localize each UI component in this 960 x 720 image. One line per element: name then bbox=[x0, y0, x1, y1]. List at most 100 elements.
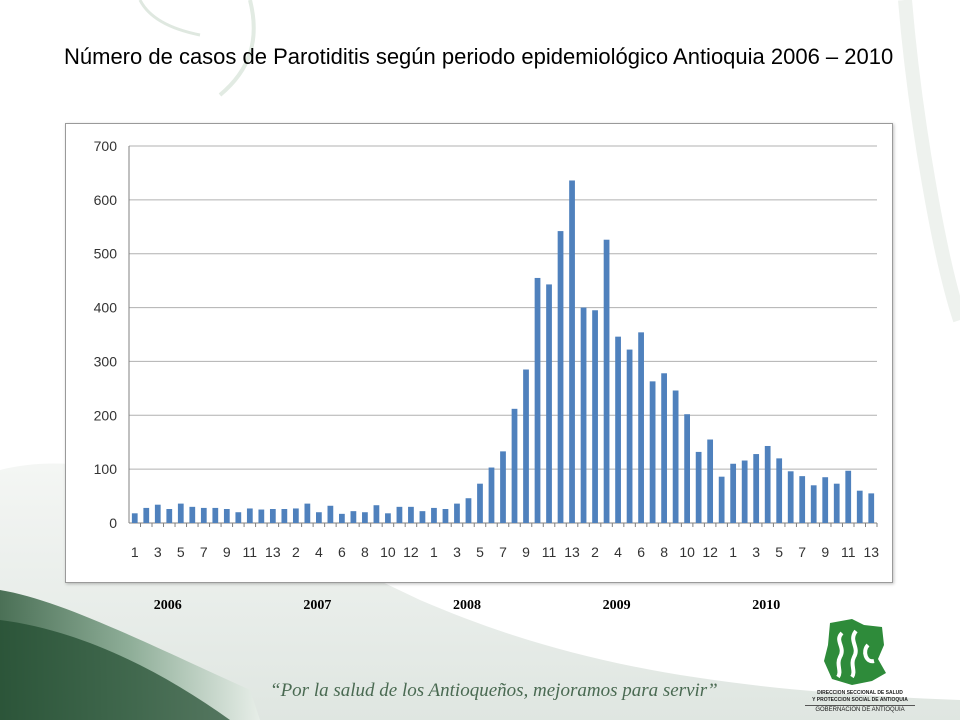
bar bbox=[327, 505, 334, 523]
bar bbox=[741, 460, 748, 523]
bar bbox=[684, 414, 690, 523]
x-tick-label: 4 bbox=[315, 544, 323, 560]
bar bbox=[856, 490, 863, 523]
x-tick-label: 9 bbox=[522, 544, 530, 560]
x-tick-label: 11 bbox=[542, 544, 557, 560]
bar bbox=[350, 511, 357, 523]
x-tick-label: 11 bbox=[841, 544, 856, 560]
bar bbox=[626, 349, 633, 523]
x-tick-label: 13 bbox=[265, 544, 281, 560]
bar bbox=[718, 476, 725, 523]
dssa-logo bbox=[824, 619, 886, 685]
bar bbox=[316, 512, 322, 523]
bar bbox=[764, 445, 771, 523]
bar bbox=[488, 467, 495, 523]
y-tick-label: 0 bbox=[109, 515, 117, 531]
bar bbox=[546, 284, 552, 523]
bar bbox=[523, 369, 529, 523]
x-tick-label: 13 bbox=[564, 544, 580, 560]
bar bbox=[592, 310, 598, 523]
x-tick-label: 6 bbox=[637, 544, 645, 560]
bar bbox=[695, 451, 702, 523]
x-tick-label: 2 bbox=[292, 544, 300, 560]
x-tick-label: 11 bbox=[243, 544, 258, 560]
x-tick-label: 10 bbox=[679, 544, 695, 560]
x-tick-label: 9 bbox=[821, 544, 829, 560]
bar bbox=[615, 336, 621, 523]
x-tick-label: 5 bbox=[775, 544, 783, 560]
bar bbox=[212, 507, 219, 523]
year-label: 2008 bbox=[453, 598, 481, 613]
bar bbox=[580, 307, 587, 523]
bar bbox=[569, 180, 575, 523]
bar bbox=[822, 477, 829, 523]
bar bbox=[810, 485, 817, 523]
y-tick-label: 200 bbox=[94, 407, 118, 423]
x-tick-label: 2 bbox=[591, 544, 599, 560]
bar bbox=[235, 512, 242, 523]
x-tick-label: 3 bbox=[453, 544, 461, 560]
year-label: 2007 bbox=[303, 598, 332, 613]
x-tick-label: 1 bbox=[729, 544, 737, 560]
bar bbox=[143, 507, 150, 523]
bar bbox=[534, 277, 541, 523]
bar bbox=[419, 511, 426, 523]
bar bbox=[269, 508, 276, 523]
bar bbox=[292, 508, 299, 523]
x-tick-label: 8 bbox=[660, 544, 668, 560]
bar bbox=[396, 506, 403, 523]
bar bbox=[707, 439, 714, 523]
x-tick-label: 7 bbox=[499, 544, 507, 560]
y-tick-label: 100 bbox=[94, 461, 118, 477]
y-tick-label: 700 bbox=[94, 138, 118, 154]
bar bbox=[431, 507, 437, 523]
year-label: 2009 bbox=[602, 598, 631, 613]
bar bbox=[223, 508, 230, 523]
logo-line-1: DIRECCION SECCIONAL DE SALUD bbox=[817, 690, 903, 696]
x-tick-label: 3 bbox=[154, 544, 162, 560]
bar bbox=[454, 503, 460, 523]
bar bbox=[258, 509, 265, 523]
logo-line-3: GOBERNACION DE ANTIOQUIA bbox=[805, 705, 915, 714]
bar bbox=[362, 512, 368, 523]
chart-container: 0 100 200 300 400 500 600 700 1 3 5 7 9 11 13 2 4 6 8 10 12 1… bbox=[65, 123, 893, 583]
bar bbox=[833, 483, 840, 523]
bar bbox=[511, 408, 518, 523]
bar bbox=[603, 239, 610, 523]
x-tick-label: 10 bbox=[380, 544, 396, 560]
bar bbox=[799, 476, 806, 523]
bar bbox=[672, 390, 679, 523]
bar bbox=[776, 458, 783, 523]
bar bbox=[385, 513, 391, 523]
bar bbox=[246, 508, 253, 523]
x-tick-label: 7 bbox=[200, 544, 208, 560]
bar bbox=[408, 506, 414, 523]
year-label: 2006 bbox=[153, 598, 182, 613]
bar bbox=[281, 508, 288, 523]
bar bbox=[753, 454, 760, 523]
x-tick-label: 5 bbox=[476, 544, 484, 560]
bar bbox=[661, 373, 667, 523]
x-tick-label: 12 bbox=[403, 544, 419, 560]
bar bbox=[154, 504, 161, 523]
bar bbox=[649, 381, 656, 523]
slogan: “Por la salud de los Antioqueños, mejora… bbox=[270, 680, 718, 701]
slide-title: Número de casos de Parotiditis según per… bbox=[64, 44, 894, 69]
bar bbox=[189, 506, 196, 523]
x-tick-label: 1 bbox=[430, 544, 438, 560]
x-tick-label: 5 bbox=[177, 544, 185, 560]
x-tick-label: 4 bbox=[614, 544, 622, 560]
x-tick-label: 12 bbox=[702, 544, 718, 560]
bar bbox=[339, 513, 345, 523]
bar bbox=[730, 463, 737, 523]
x-tick-label: 7 bbox=[798, 544, 806, 560]
bar bbox=[465, 498, 472, 523]
y-tick-label: 600 bbox=[94, 192, 118, 208]
x-tick-label: 8 bbox=[361, 544, 369, 560]
bar bbox=[166, 508, 173, 523]
year-label: 2010 bbox=[752, 598, 781, 613]
bar bbox=[477, 483, 483, 523]
bar bbox=[787, 471, 794, 523]
bar bbox=[557, 231, 564, 523]
